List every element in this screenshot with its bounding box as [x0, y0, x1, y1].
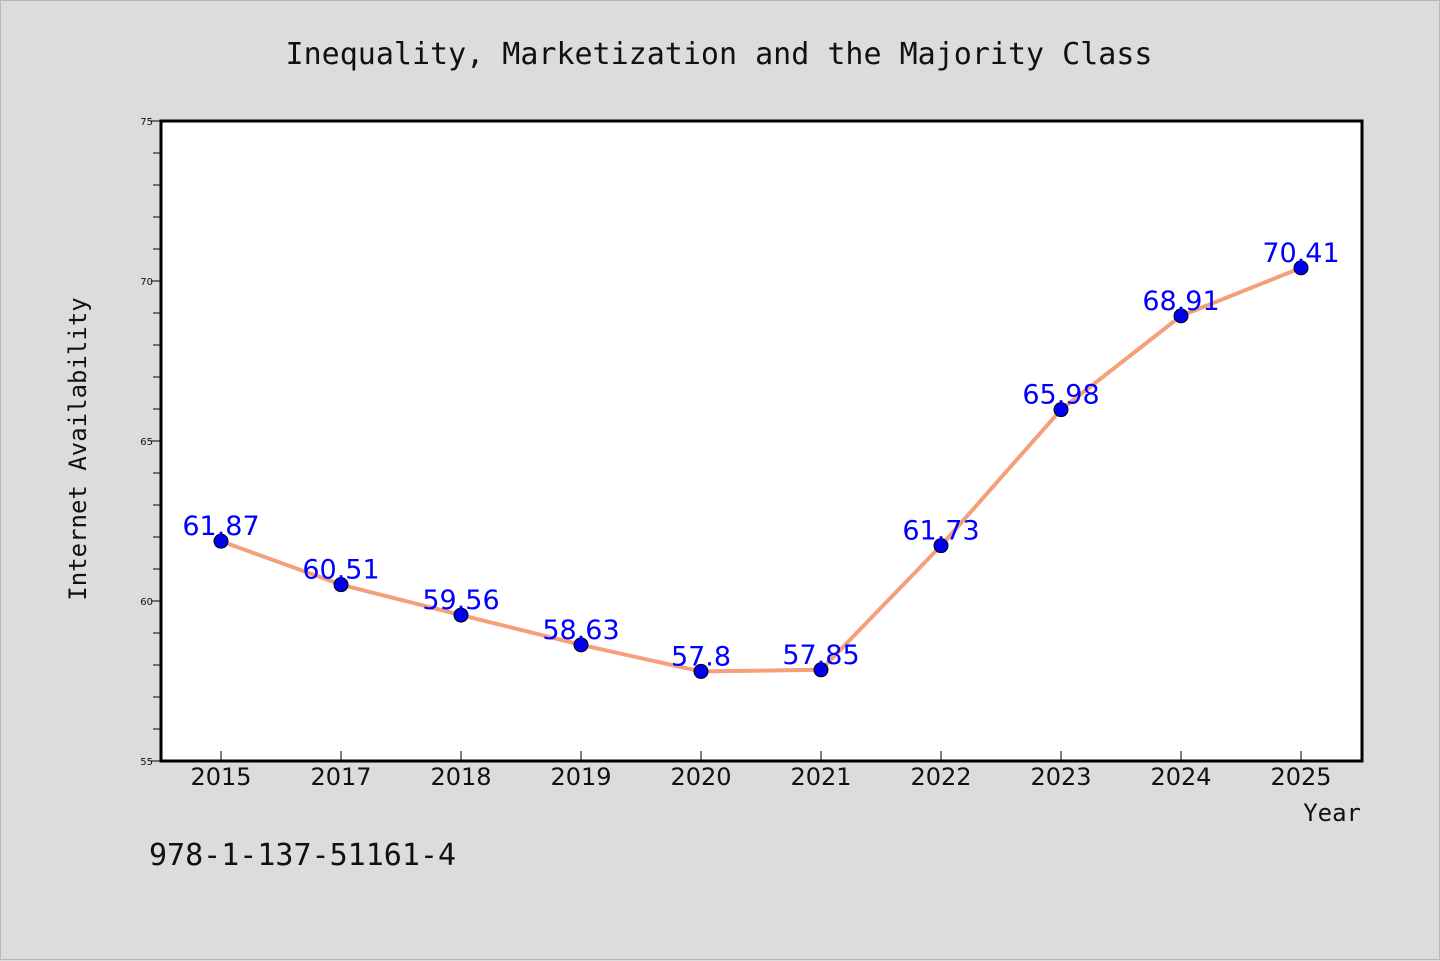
data-label: 58.63	[542, 615, 619, 646]
x-tick-label: 2024	[1150, 763, 1211, 791]
y-tick-label: 75	[140, 117, 153, 128]
y-tick-label: 65	[140, 437, 153, 448]
plot-area	[159, 119, 1364, 763]
data-label: 57.85	[782, 640, 859, 671]
data-label: 61.73	[902, 516, 979, 547]
x-axis: 2015 2017 2018 2019 2020 2021 2022 2023 2024 2025	[190, 751, 1332, 791]
x-tick-label: 2025	[1270, 763, 1331, 791]
data-label: 61.87	[182, 511, 259, 542]
y-tick-label: 70	[140, 277, 153, 288]
data-point	[1173, 308, 1189, 324]
series-line	[219, 265, 1303, 674]
data-label: 60.51	[302, 555, 379, 586]
data-point	[453, 607, 469, 623]
x-tick-label: 2019	[550, 763, 611, 791]
x-tick-label: 2020	[670, 763, 731, 791]
data-point	[693, 663, 709, 679]
y-axis-title: Internet Availability	[64, 297, 92, 600]
data-point	[813, 662, 829, 678]
data-point	[573, 637, 589, 653]
data-label: 65.98	[1022, 380, 1099, 411]
data-point	[213, 533, 229, 549]
data-label: 68.91	[1142, 286, 1219, 317]
data-point	[1293, 260, 1309, 276]
x-tick-label: 2023	[1030, 763, 1091, 791]
series-markers	[213, 260, 1309, 679]
x-tick-label: 2018	[430, 763, 491, 791]
y-tick-label: 55	[140, 757, 153, 768]
data-label: 57.8	[671, 641, 731, 672]
x-tick-label: 2022	[910, 763, 971, 791]
x-tick-label: 2015	[190, 763, 251, 791]
data-labels: 61.87 60.51 59.56 58.63 57.8 57.85 61.73 65.98 6…	[182, 238, 1339, 673]
data-point	[1053, 402, 1069, 418]
data-point	[933, 538, 949, 554]
data-label: 70.41	[1262, 238, 1339, 269]
y-axis: 55 60 65 70 75	[140, 117, 161, 768]
x-tick-label: 2017	[310, 763, 371, 791]
data-label: 59.56	[422, 585, 499, 616]
y-tick-label: 60	[140, 597, 153, 608]
x-axis-title: Year	[1303, 799, 1361, 827]
data-point	[333, 577, 349, 593]
x-tick-label: 2021	[790, 763, 851, 791]
chart-title: Inequality, Marketization and the Majori…	[286, 37, 1153, 72]
isbn-text: 978-1-137-51161-4	[149, 838, 456, 873]
